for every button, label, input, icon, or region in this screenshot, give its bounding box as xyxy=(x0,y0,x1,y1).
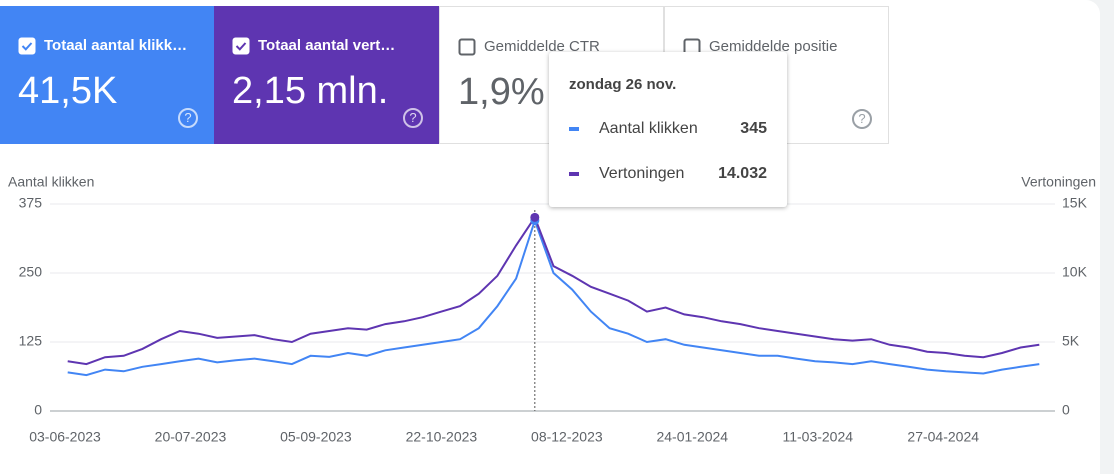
y2-axis-title: Vertoningen xyxy=(1021,174,1096,190)
x-tick-label: 22-10-2023 xyxy=(406,429,478,445)
x-tick-label: 20-07-2023 xyxy=(155,429,227,445)
checkbox-box xyxy=(458,38,476,56)
hover-dot xyxy=(530,212,540,222)
metric-label: Gemiddelde positie xyxy=(709,38,838,55)
metric-label: Totaal aantal vert… xyxy=(258,37,396,54)
tooltip-name: Vertoningen xyxy=(599,165,685,182)
x-tick-label: 27-04-2024 xyxy=(907,429,979,445)
tooltip-name: Aantal klikken xyxy=(599,120,698,137)
tooltip-value: 14.032 xyxy=(718,165,767,182)
series-line xyxy=(67,215,1040,366)
y-tick-label: 375 xyxy=(19,195,43,211)
checkmark xyxy=(21,42,33,51)
x-tick-label: 03-06-2023 xyxy=(29,429,101,445)
metric-value: 41,5K xyxy=(18,70,118,112)
y-tick-label: 0 xyxy=(34,402,42,418)
x-tick-label: 05-09-2023 xyxy=(280,429,352,445)
tooltip-swatch xyxy=(569,127,579,131)
checkbox-box xyxy=(18,37,36,55)
y2-tick-label: 10K xyxy=(1062,264,1088,280)
y-tick-label: 250 xyxy=(19,264,43,280)
tooltip-swatch xyxy=(569,172,579,176)
metric-value: 1,9% xyxy=(458,71,545,113)
y2-tick-label: 0 xyxy=(1062,402,1070,418)
x-tick-label: 08-12-2023 xyxy=(531,429,603,445)
y-tick-label: 125 xyxy=(19,333,43,349)
checkbox xyxy=(232,37,250,55)
help-icon: ? xyxy=(403,108,423,128)
help-icon: ? xyxy=(178,108,198,128)
checkbox-box xyxy=(232,37,250,55)
metric-label: Gemiddelde CTR xyxy=(484,38,600,55)
checkmark xyxy=(235,42,247,51)
help-icon: ? xyxy=(852,109,872,129)
x-tick-label: 24-01-2024 xyxy=(656,429,728,445)
y-axis-title: Aantal klikken xyxy=(8,174,94,190)
series-line xyxy=(67,217,1040,377)
y2-tick-label: 15K xyxy=(1062,195,1088,211)
checkbox xyxy=(458,38,476,56)
tooltip-value: 345 xyxy=(740,120,767,137)
metric-label: Totaal aantal klikk… xyxy=(44,37,188,54)
x-tick-label: 11-03-2024 xyxy=(782,429,853,445)
tooltip: zondag 26 nov. Aantal klikken 345 Verton… xyxy=(549,52,787,207)
y2-tick-label: 5K xyxy=(1062,333,1080,349)
checkbox xyxy=(18,37,36,55)
metric-card[interactable]: Totaal aantal klikk… 41,5K? xyxy=(0,6,214,144)
tooltip-title: zondag 26 nov. xyxy=(569,76,677,93)
metric-card[interactable]: Totaal aantal vert… 2,15 mln.? xyxy=(214,6,439,144)
chart: Aantal klikken Vertoningen 0 125 250 375 0 5K… xyxy=(8,174,1096,445)
metric-value: 2,15 mln. xyxy=(232,70,389,112)
